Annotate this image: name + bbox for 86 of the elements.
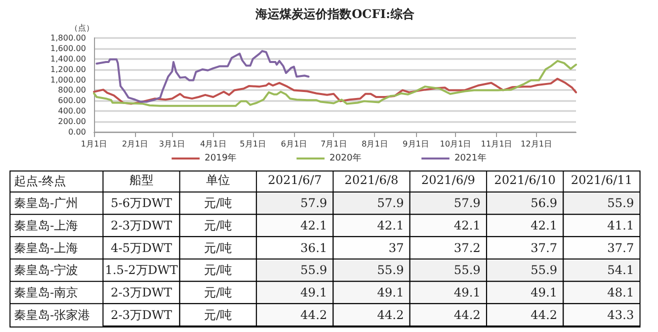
text: 元/吨 (204, 196, 232, 210)
y-tick-label: 400.00 (58, 106, 86, 116)
x-tick-label: 3月1日 (159, 140, 186, 148)
data-label: 44.2 (377, 308, 404, 322)
y-tick-label: 200.00 (58, 117, 86, 126)
data-label: 37.2 (454, 240, 481, 255)
x-tick-label: 6月1日 (280, 140, 308, 148)
data-label: 57.9 (377, 196, 404, 210)
line-series (93, 78, 577, 105)
line-series (93, 60, 577, 107)
x-tick-label: 9月1日 (402, 140, 429, 148)
y-axis-title: 起点-终点 (14, 174, 66, 188)
y-axis-title: （点） (70, 24, 94, 32)
data-label: 49.1 (377, 286, 404, 300)
data-label: 49.1 (300, 286, 328, 300)
y-tick-label: 1,600.00 (50, 44, 86, 53)
x-tick-label: 2月1日 (122, 140, 148, 148)
data-label: 42.1 (300, 218, 328, 232)
data-label: 36.1 (300, 240, 328, 255)
data-label: 42.1 (530, 218, 558, 232)
y-tick-label: 秦皇岛-南京 (14, 286, 78, 300)
x-tick-label: 2021/6/10 (494, 173, 556, 187)
text: 5-6万DWT (110, 196, 172, 210)
legend-label: 2019年 (204, 152, 237, 164)
text: 4-5万DWT (110, 240, 172, 255)
y-tick-label: 秦皇岛-上海 (14, 240, 78, 255)
chart-title: 海运煤炭运价指数OCFI:综合 (254, 7, 416, 21)
x-tick-label: 船型 (129, 173, 154, 187)
data-label: 41.1 (607, 218, 634, 232)
y-tick-label: 1,400.00 (50, 54, 86, 64)
x-tick-label: 4月1日 (200, 140, 226, 148)
x-tick-label: 11月1日 (480, 140, 512, 148)
text: 元/吨 (204, 286, 232, 300)
data-label: 37.7 (530, 240, 558, 255)
x-tick-label: 2021/6/8 (344, 173, 398, 187)
text: 1.5-2万DWT (104, 263, 178, 278)
data-label: 44.2 (300, 308, 328, 322)
text: 2-3万DWT (110, 286, 172, 300)
y-tick-label: 秦皇岛-张家港 (14, 308, 90, 322)
data-label: 49.1 (454, 286, 481, 300)
data-label: 43.3 (607, 308, 634, 322)
data-label: 55.9 (607, 196, 634, 210)
data-label: 55.9 (300, 263, 328, 278)
data-label: 55.9 (454, 263, 481, 278)
text: 元/吨 (204, 218, 232, 232)
text: 2-3万DWT (110, 308, 172, 322)
data-label: 44.2 (454, 308, 481, 322)
y-tick-label: 秦皇岛-宁波 (14, 263, 78, 278)
y-tick-label: 1,800.00 (50, 34, 86, 42)
data-label: 48.1 (607, 286, 634, 300)
data-label: 37 (388, 240, 404, 255)
data-label: 55.9 (530, 263, 558, 278)
x-tick-label: 2021/6/9 (421, 173, 476, 187)
data-label: 42.1 (454, 218, 481, 232)
legend-label: 2020年 (330, 152, 362, 164)
legend-label: 2021年 (454, 152, 486, 164)
data-label: 49.1 (530, 286, 558, 300)
data-label: 54.1 (607, 263, 634, 278)
data-label: 44.2 (530, 308, 558, 322)
y-tick-label: 秦皇岛-广州 (14, 196, 78, 210)
x-tick-label: 2021/6/11 (570, 173, 632, 187)
data-label: 57.9 (300, 196, 328, 210)
x-tick-label: 12月1日 (520, 140, 552, 148)
text: 2-3万DWT (110, 218, 172, 232)
text: 元/吨 (204, 240, 232, 255)
x-tick-label: 单位 (206, 173, 230, 187)
x-tick-label: 2021/6/7 (268, 173, 322, 187)
text: 元/吨 (204, 308, 232, 322)
x-tick-label: 7月1日 (320, 140, 347, 148)
y-tick-label: 秦皇岛-上海 (14, 218, 78, 232)
y-tick-label: 1,000.00 (50, 75, 86, 84)
x-tick-label: 8月1日 (362, 140, 388, 148)
y-tick-label: 600.00 (58, 96, 86, 106)
data-label: 57.9 (454, 196, 481, 210)
x-tick-label: 10月1日 (440, 140, 472, 148)
y-tick-label: 1,200.00 (50, 64, 86, 74)
y-tick-label: 0.00 (68, 128, 86, 136)
x-tick-label: 1月1日 (80, 140, 108, 148)
data-label: 42.1 (377, 218, 404, 232)
data-label: 55.9 (377, 263, 404, 278)
line-series (96, 50, 310, 103)
x-tick-label: 5月1日 (240, 140, 266, 148)
text: 元/吨 (204, 263, 232, 278)
y-tick-label: 800.00 (58, 86, 86, 95)
data-label: 37.7 (607, 240, 634, 255)
data-label: 56.9 (530, 196, 558, 210)
